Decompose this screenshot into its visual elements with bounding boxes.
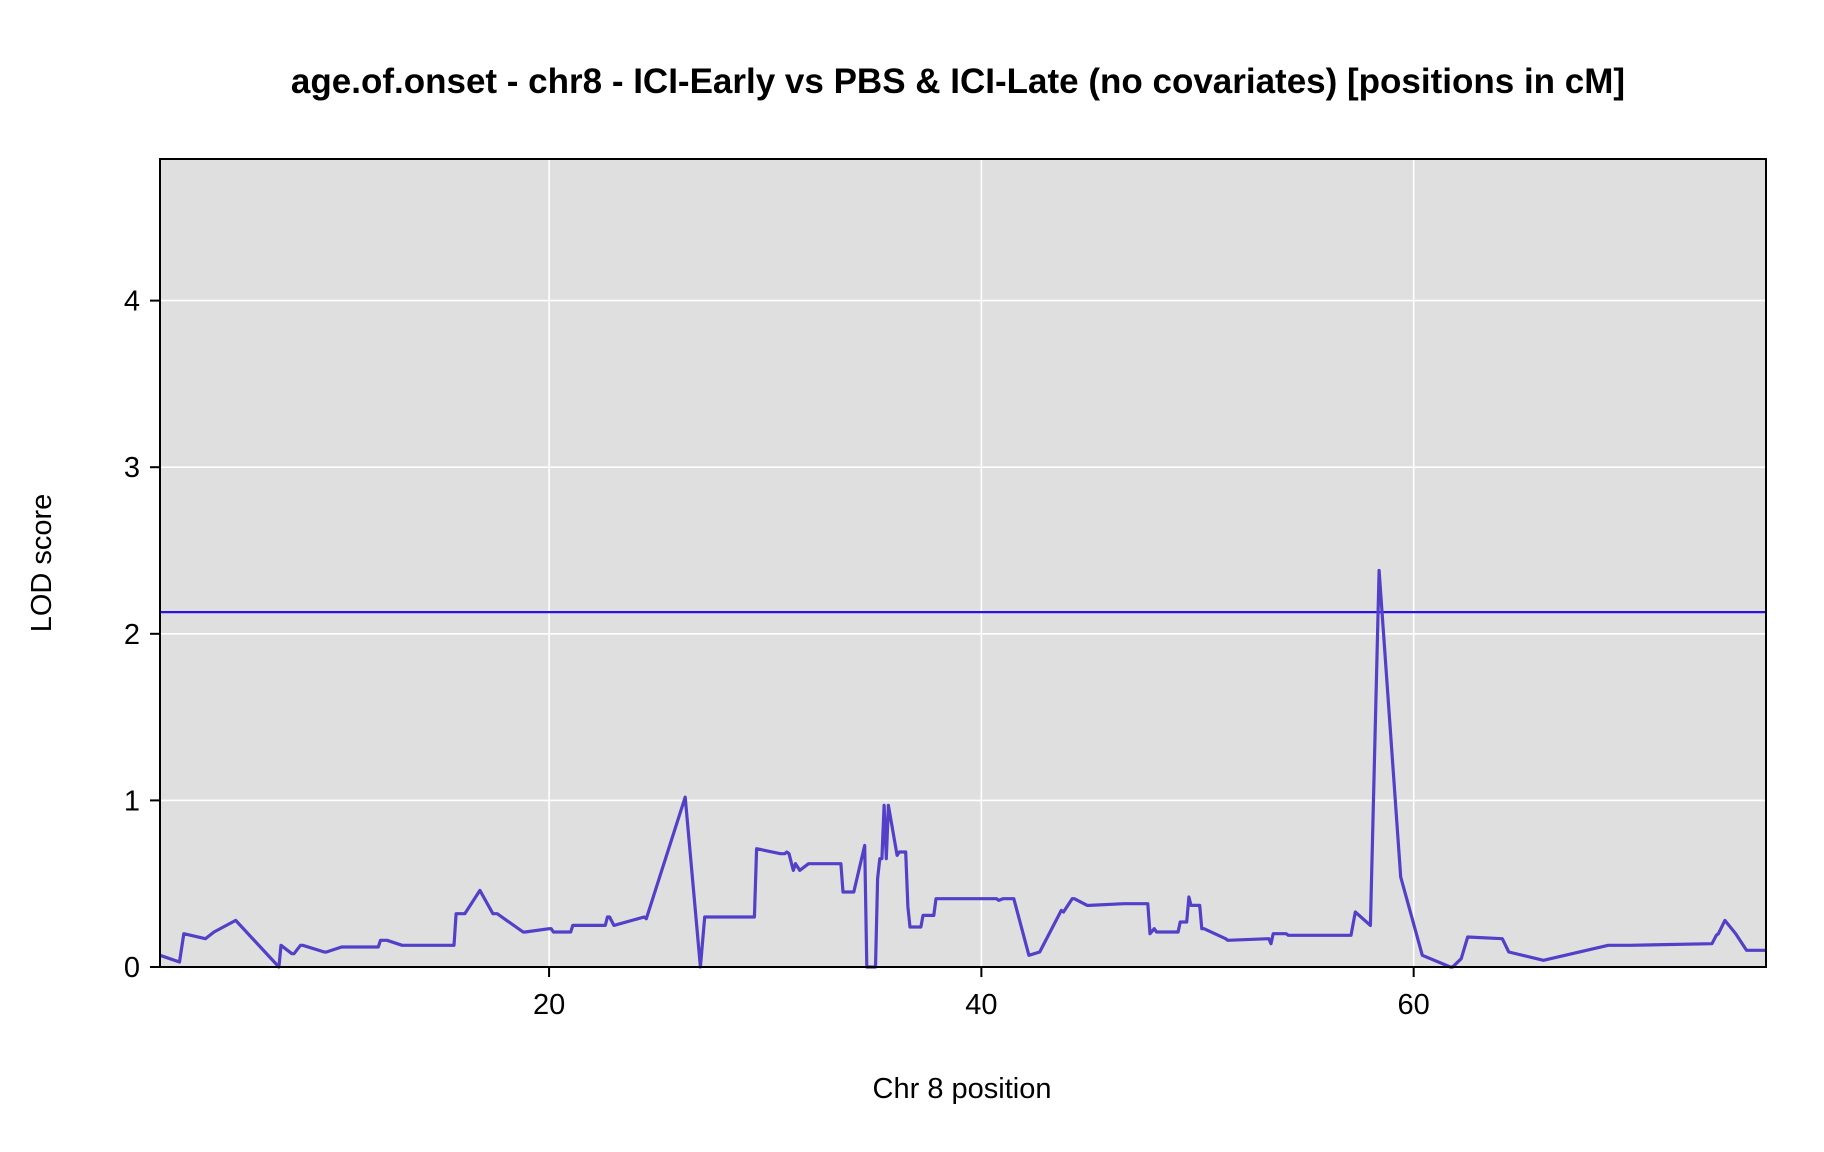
y-tick-label: 0 (124, 952, 140, 984)
plot-background (160, 159, 1766, 967)
lod-series-line (159, 568, 1766, 969)
x-tick-label: 60 (1398, 989, 1430, 1021)
y-axis-label: LOD score (26, 494, 58, 633)
y-tick-label: 3 (124, 452, 140, 484)
y-axis-ticks: 0 1 2 3 4 (124, 286, 160, 984)
y-tick-label: 1 (124, 785, 140, 817)
plot-frame (159, 158, 1767, 968)
x-tick-label: 40 (965, 989, 997, 1021)
x-axis-label: Chr 8 position (873, 1073, 1052, 1105)
y-tick-label: 4 (124, 286, 140, 318)
x-axis-ticks: 20 40 60 (533, 967, 1430, 1021)
x-tick-label: 20 (533, 989, 565, 1021)
series-layer (159, 568, 1766, 969)
chart-title: age.of.onset - chr8 - ICI-Early vs PBS &… (291, 62, 1625, 101)
x-gridlines (548, 159, 1415, 967)
y-tick-label: 2 (124, 619, 140, 651)
